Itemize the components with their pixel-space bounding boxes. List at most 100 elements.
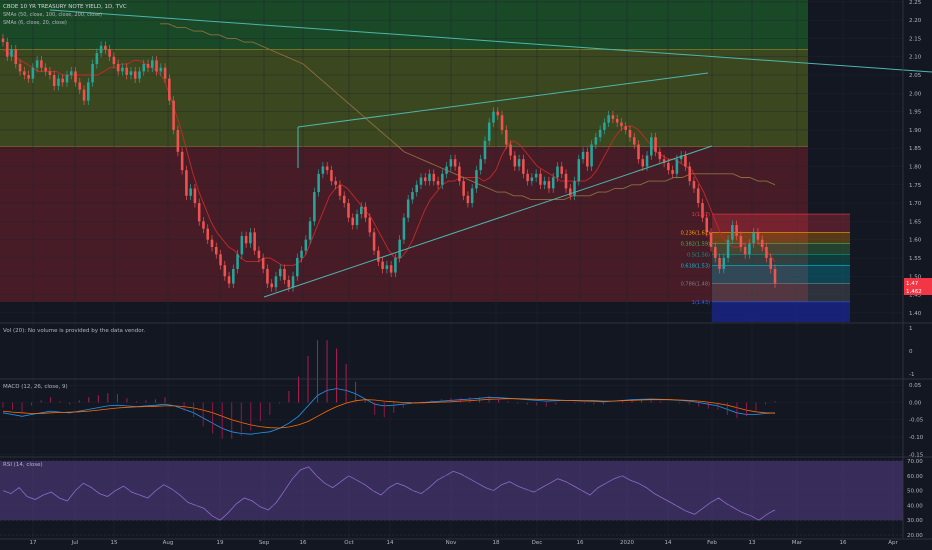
candle-body [274, 276, 278, 288]
candle-body [718, 257, 721, 269]
volume-tick-label: 0 [909, 349, 913, 355]
candle-body [176, 129, 180, 152]
candle-body [385, 265, 389, 269]
candle-body [342, 195, 346, 204]
candle-body [180, 151, 184, 171]
candle-body [650, 137, 653, 156]
candle-body [44, 67, 47, 72]
candle-body [18, 64, 22, 72]
x-tick-label: Aug [163, 540, 174, 546]
price-tick-label: 2.10 [909, 55, 922, 61]
candle-body [415, 184, 418, 193]
candle-body [112, 56, 116, 65]
fib-label: 0.618(1.53) [681, 263, 710, 269]
candle-body [658, 151, 662, 160]
macd-signal-line [2, 398, 776, 429]
candle-body [27, 75, 30, 79]
candle-body [705, 217, 709, 233]
candle-body [428, 173, 431, 182]
candle-body [40, 60, 43, 68]
overlay-label: SMAs (6, close, 20, close) [3, 20, 67, 26]
candle-body [398, 239, 401, 258]
candle-body [296, 257, 299, 277]
candle-body [709, 232, 713, 247]
x-tick-label: Mar [792, 540, 803, 546]
candle-body [121, 67, 124, 72]
x-tick-label: 14 [387, 540, 394, 546]
candle-body [163, 67, 167, 79]
fib-label: 0.5(1.56) [687, 252, 710, 258]
price-tick-label: 1.60 [909, 238, 922, 244]
candle-body [210, 239, 214, 247]
candle-body [543, 181, 546, 185]
price-zone-1 [0, 49, 808, 147]
candle-body [773, 268, 777, 284]
price-tick-label: 1.75 [909, 183, 922, 189]
candle-body [586, 151, 589, 167]
candle-body [500, 115, 504, 130]
candle-body [522, 159, 525, 174]
candle-body [487, 122, 491, 141]
candle-body [223, 265, 227, 277]
fib-band-0 [712, 214, 850, 233]
candle-body [432, 173, 436, 182]
candle-body [377, 250, 380, 262]
candle-body [743, 246, 747, 255]
candle-body [406, 199, 410, 218]
candle-body [577, 159, 581, 182]
candle-body [581, 151, 585, 160]
candle-body [325, 166, 329, 171]
candle-body [266, 268, 269, 284]
candle-body [31, 67, 35, 79]
price-tick-label: 1.45 [909, 293, 922, 299]
chart-title: CBOE 10 YR TREASURY NOTE YIELD, 1D, TVC [3, 4, 127, 10]
candle-body [317, 173, 320, 193]
x-tick-label: Nov [446, 540, 457, 546]
candle-body [159, 67, 163, 72]
candle-body [394, 257, 397, 273]
price-tick-label: 1.50 [909, 274, 922, 280]
candle-body [168, 78, 171, 101]
candle-body [189, 188, 192, 196]
macd-tick-label: -0.10 [909, 435, 924, 441]
candle-body [475, 170, 478, 189]
candle-body [675, 159, 679, 174]
candle-body [308, 221, 312, 240]
candle-body [556, 166, 559, 178]
candle-body [462, 181, 465, 196]
candle-body [48, 71, 52, 76]
candle-body [287, 279, 291, 288]
candle-body [624, 126, 627, 130]
candle-body [615, 118, 619, 123]
candle-body [526, 173, 529, 182]
macd-tick-label: -0.15 [909, 452, 924, 458]
candle-body [760, 239, 764, 247]
candle-body [1, 38, 5, 43]
price-tick-label: 2.05 [909, 73, 922, 79]
candle-body [321, 166, 325, 174]
candle-body [505, 129, 508, 145]
candle-body [133, 71, 137, 79]
candle-body [445, 166, 448, 174]
candle-body [436, 181, 440, 185]
candle-body [701, 203, 704, 218]
candle-body [466, 195, 470, 204]
candle-body [108, 49, 111, 57]
candle-body [411, 192, 414, 200]
candle-body [78, 82, 82, 90]
candle-body [692, 181, 696, 189]
rsi-tick-label: 60.00 [907, 474, 923, 480]
candle-body [5, 42, 9, 57]
candle-body [91, 64, 94, 83]
trendline-wedge-lower [263, 145, 713, 298]
candle-body [560, 166, 564, 174]
candle-body [104, 45, 107, 50]
candle-body [278, 268, 282, 277]
candle-body [368, 217, 372, 233]
price-tick-label: 2.20 [909, 18, 922, 24]
candle-body [517, 159, 521, 167]
x-tick-label: Apr [888, 540, 898, 546]
candle-body [61, 78, 64, 83]
candle-body [483, 140, 487, 160]
candle-body [155, 60, 158, 72]
